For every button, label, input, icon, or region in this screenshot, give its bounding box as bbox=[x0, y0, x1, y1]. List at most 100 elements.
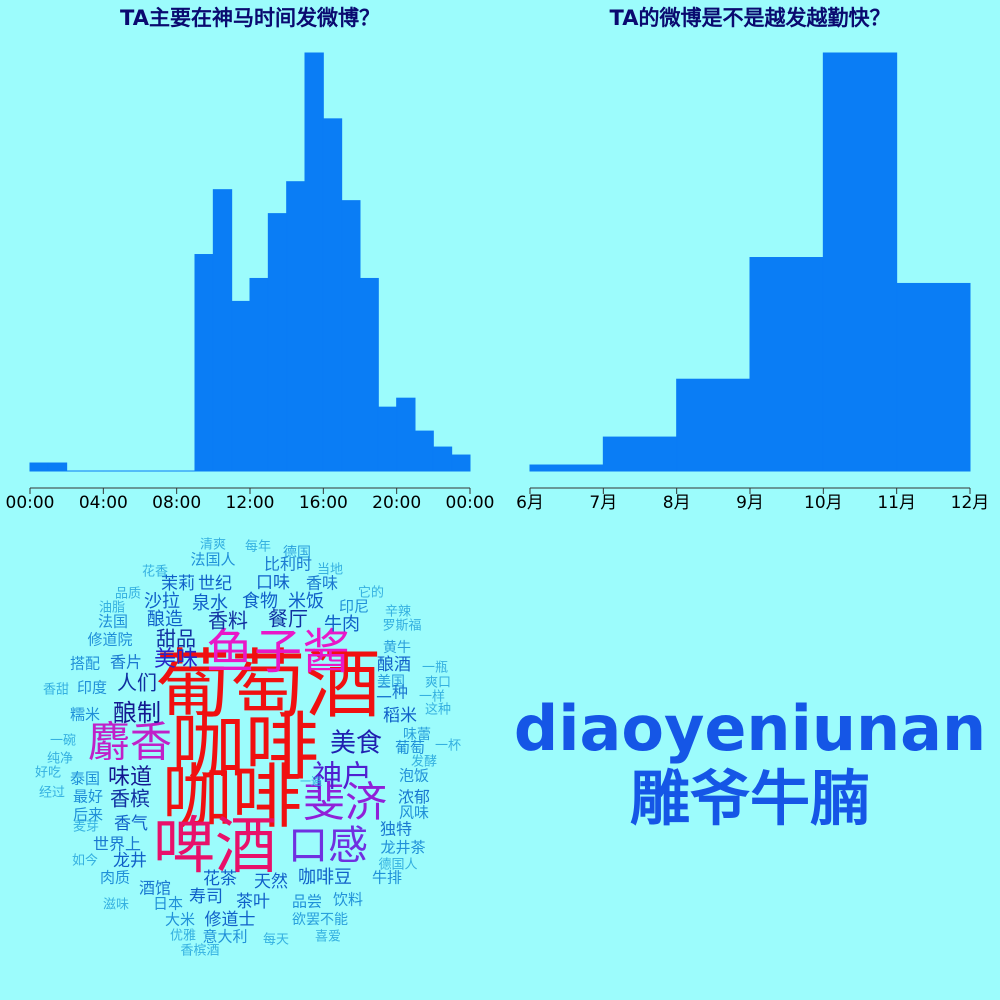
cloud-word: 酒馆 bbox=[139, 879, 171, 898]
cloud-word: 啤酒 bbox=[153, 809, 277, 882]
cloud-word: 龙井 bbox=[113, 851, 147, 871]
bar bbox=[414, 430, 434, 472]
cloud-word: 好吃 bbox=[35, 765, 61, 781]
cloud-word: 搭配 bbox=[70, 655, 100, 673]
cloud-word: 咖啡 bbox=[171, 705, 319, 791]
cloud-word: 欲罢不能 bbox=[292, 912, 348, 928]
cloud-word: 食物 bbox=[242, 591, 278, 612]
bar bbox=[749, 257, 824, 472]
cloud-word: 美味 bbox=[154, 647, 198, 672]
cloud-word: 味道 bbox=[108, 765, 152, 790]
cloud-word: 甜品 bbox=[156, 627, 196, 651]
cloud-word: 印尼 bbox=[339, 598, 369, 616]
cloud-word: 经过 bbox=[39, 786, 65, 801]
bar bbox=[396, 397, 416, 472]
cloud-word: 法国人 bbox=[190, 551, 235, 569]
cloud-word: 二种 bbox=[376, 683, 408, 702]
cloud-word: 每天 bbox=[263, 932, 289, 948]
x-tick-label: 9月 bbox=[736, 493, 764, 513]
cloud-word: 比利时 bbox=[264, 555, 312, 574]
bar bbox=[359, 277, 379, 472]
cloud-word: 美食 bbox=[330, 729, 382, 759]
cloud-word: 餐厅 bbox=[268, 607, 308, 631]
x-tick-label: 08:00 bbox=[152, 493, 201, 513]
bar bbox=[322, 118, 343, 472]
cloud-word: 当地 bbox=[317, 563, 343, 578]
cloud-word: 饮料 bbox=[333, 891, 363, 909]
cloud-word: 修道士 bbox=[205, 910, 256, 930]
bar bbox=[212, 189, 233, 472]
bar bbox=[676, 378, 751, 472]
bar bbox=[529, 464, 604, 472]
cloud-word: 发酵 bbox=[411, 754, 437, 770]
cloud-word: 喜爱 bbox=[315, 930, 341, 945]
cloud-word: 茶叶 bbox=[236, 892, 270, 912]
cloud-word: 天然 bbox=[254, 872, 288, 892]
x-tick-label: 12月 bbox=[951, 493, 990, 513]
bar bbox=[194, 254, 214, 472]
cloud-word: 牛肉 bbox=[324, 614, 360, 635]
chart-title: TA主要在神马时间发微博？ bbox=[120, 6, 380, 30]
cloud-word: 一样 bbox=[419, 690, 445, 705]
cloud-word: 清爽 bbox=[200, 538, 226, 553]
cloud-word: 肉质 bbox=[100, 869, 130, 887]
x-tick-label: 16:00 bbox=[299, 493, 348, 513]
cloud-word: 香料 bbox=[208, 609, 248, 633]
cloud-word: 牛排 bbox=[372, 869, 402, 887]
cloud-word: 鱼子酱 bbox=[206, 624, 350, 680]
cloud-word: 葡萄 bbox=[395, 739, 425, 757]
bar bbox=[377, 406, 398, 472]
cloud-word: 最好 bbox=[73, 788, 103, 806]
bar bbox=[451, 454, 471, 472]
cloud-word: 麦芽 bbox=[73, 820, 99, 835]
cloud-word: 每年 bbox=[245, 539, 271, 555]
x-tick-label: 11月 bbox=[877, 493, 916, 513]
cloud-word: 花茶 bbox=[203, 869, 237, 889]
cloud-word: 口感 bbox=[288, 823, 368, 869]
cloud-word: 口味 bbox=[256, 573, 290, 593]
cloud-word: 它的 bbox=[358, 585, 384, 601]
cloud-word: 神户 bbox=[312, 760, 372, 795]
bar bbox=[267, 213, 288, 472]
cloud-word: 修道院 bbox=[87, 631, 132, 649]
bar bbox=[29, 462, 49, 472]
cloud-word: 一杯 bbox=[435, 739, 461, 754]
cloud-word: 印度 bbox=[77, 679, 107, 697]
x-tick-label: 00:00 bbox=[446, 493, 495, 513]
cloud-word: 味蕾 bbox=[403, 727, 431, 743]
cloud-word: 罗斯福 bbox=[382, 619, 421, 634]
cloud-word: 香气 bbox=[114, 814, 148, 834]
cloud-word: 人们 bbox=[117, 671, 157, 695]
x-tick-label: 12:00 bbox=[226, 493, 275, 513]
cloud-word: 一碗 bbox=[50, 733, 76, 749]
bar bbox=[602, 436, 678, 472]
x-tick-label: 7月 bbox=[589, 493, 617, 513]
bar bbox=[47, 462, 68, 472]
cloud-word: 浓郁 bbox=[398, 788, 430, 807]
cloud-word: 咖啡 bbox=[162, 756, 302, 838]
x-tick-label: 04:00 bbox=[79, 493, 128, 513]
cloud-word: 泡饭 bbox=[399, 767, 429, 785]
cloud-word: 香味 bbox=[306, 574, 338, 593]
cloud-word: 辛辣 bbox=[385, 605, 411, 620]
cloud-word: 爽口 bbox=[425, 676, 451, 691]
cloud-word: 日本 bbox=[153, 895, 183, 913]
bar bbox=[286, 181, 306, 472]
cloud-word: 世纪 bbox=[198, 574, 232, 594]
cloud-word: 香片 bbox=[110, 653, 142, 672]
cloud-word: 德国人 bbox=[378, 858, 417, 873]
cloud-word: 香槟 bbox=[110, 787, 150, 811]
display-name: 雕爷牛腩 bbox=[630, 765, 870, 835]
cloud-word: 这种 bbox=[425, 702, 451, 718]
cloud-word: 香甜 bbox=[43, 682, 69, 698]
cloud-word: 大米 bbox=[165, 911, 195, 929]
cloud-word: 龙井茶 bbox=[380, 839, 425, 857]
cloud-word: 酿造 bbox=[147, 609, 183, 630]
x-tick-label: 10月 bbox=[804, 493, 843, 513]
x-tick-label: 00:00 bbox=[6, 493, 55, 513]
cloud-word: 美国 bbox=[377, 674, 405, 690]
cloud-word: 油脂 bbox=[99, 601, 125, 616]
cloud-word: 品质 bbox=[115, 587, 141, 602]
cloud-word: 寿司 bbox=[189, 887, 223, 907]
